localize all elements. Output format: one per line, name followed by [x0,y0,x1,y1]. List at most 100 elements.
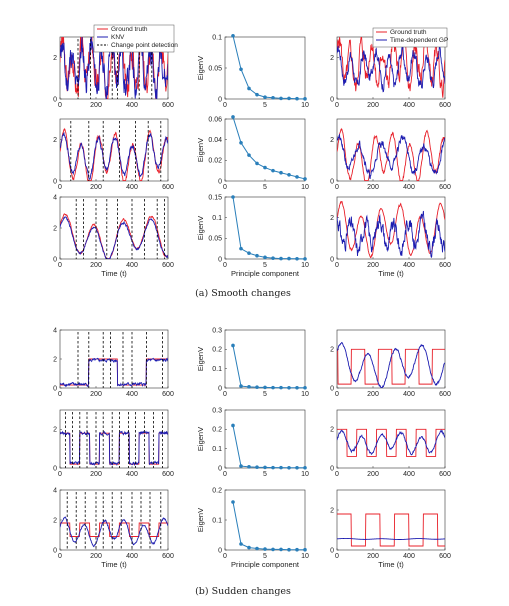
eigen-point [247,545,251,550]
panel-b1-gp: 0 2 0 200 400 600 [330,329,451,398]
eigen-point [231,33,235,38]
eigen-point [231,195,235,199]
y-tick-label: 2 [330,427,334,434]
eigen-point [263,465,267,470]
y-tick-label: 0 [218,547,222,554]
eigen-point [231,115,235,119]
y-tick-label: 2 [330,215,334,222]
y-tick-label: 2 [330,137,334,144]
estimate-line [337,538,445,540]
axes-frame [224,329,306,389]
y-tick-label: 2 [53,137,57,144]
eigen-point [303,386,307,390]
y-tick-label: 4 [53,194,57,201]
eigen-point [271,95,275,100]
x-tick-label: 10 [301,184,309,191]
x-axis-label: Principle component [231,269,300,278]
x-tick-label: 0 [58,184,62,191]
x-tick-label: 0 [223,262,227,269]
ground-truth-line [60,358,168,386]
eigen-point [247,251,251,256]
estimate-line [60,132,168,180]
eigen-line [232,345,305,389]
y-tick-label: 0.1 [212,366,222,373]
axes-frame [224,196,306,260]
eigen-point [287,547,291,552]
ground-truth-line [60,127,168,181]
x-tick-label: 400 [403,553,415,560]
y-axis-label: EigenV [196,508,205,532]
eigen-point [239,464,243,468]
axes-frame [336,489,446,551]
x-tick-label: 0 [58,471,62,478]
y-tick-label: 2 [53,55,57,62]
y-tick-label: 0.2 [212,347,222,354]
x-axis-label: Time (t) [378,269,404,278]
eigen-point [231,343,235,348]
x-tick-label: 600 [162,391,174,398]
eigen-point [295,175,299,179]
eigen-point [239,140,243,145]
eigen-point [263,255,267,260]
x-tick-label: 400 [126,553,138,560]
x-tick-label: 400 [126,102,138,109]
y-tick-label: 2 [53,427,57,434]
y-tick-label: 4 [53,327,57,334]
x-tick-label: 200 [90,391,102,398]
eigen-point [263,165,267,170]
eigen-point [279,385,283,390]
y-axis-label: EigenV [196,56,205,80]
x-tick-label: 10 [301,262,309,269]
x-tick-label: 200 [367,553,379,560]
x-tick-label: 200 [90,184,102,191]
y-tick-label: 0.02 [208,158,222,165]
y-tick-label: 0 [218,178,222,185]
y-tick-label: 0.1 [212,34,222,41]
estimate-line [337,45,445,93]
y-tick-label: 0.1 [212,517,222,524]
x-tick-label: 600 [439,262,451,269]
x-tick-label: 400 [403,471,415,478]
y-tick-label: 0.05 [208,65,222,72]
x-tick-label: 0 [223,471,227,478]
eigen-point [271,168,275,173]
eigen-point [239,246,243,251]
y-tick-label: 0.1 [212,215,222,222]
x-tick-label: 200 [367,471,379,478]
ground-truth-line [337,428,445,457]
y-tick-label: 0 [53,547,57,554]
eigen-line [232,116,306,180]
panel-b2-gp: 0 2 0 200 400 600 [330,409,451,478]
x-tick-label: 200 [90,471,102,478]
estimate-line [337,133,445,180]
axes-frame [336,118,446,182]
x-tick-label: 600 [439,471,451,478]
x-tick-label: 0 [58,262,62,269]
eigen-point [247,153,251,157]
eigen-point [303,177,307,181]
y-tick-label: 0 [218,465,222,472]
axes-frame [336,409,446,469]
eigen-point [239,384,243,388]
caption-sudden: (b) Sudden changes [195,586,291,597]
x-tick-label: 0 [223,184,227,191]
eigen-point [255,546,259,551]
x-tick-label: 400 [126,262,138,269]
x-tick-label: 10 [301,553,309,560]
legend-entry: Ground truth [390,29,427,36]
x-tick-label: 600 [162,184,174,191]
x-tick-label: 400 [126,184,138,191]
estimate-line [60,216,168,259]
legend-entry: Change point detection [111,42,178,49]
x-tick-label: 200 [90,553,102,560]
y-tick-label: 0.3 [212,407,222,414]
eigen-point [287,466,291,470]
ground-truth-line [337,513,445,547]
eigen-line [232,196,306,260]
x-tick-label: 600 [439,102,451,109]
eigen-point [255,161,259,166]
y-tick-label: 0 [330,385,334,392]
eigen-point [239,542,243,546]
